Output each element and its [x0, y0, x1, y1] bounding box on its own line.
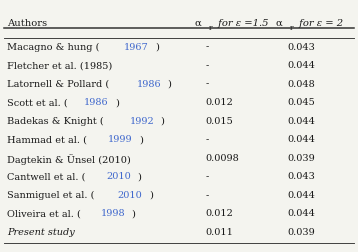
Text: -: -: [205, 191, 209, 200]
Text: 1967: 1967: [124, 43, 149, 51]
Text: Dagtekin & Ünsel (2010): Dagtekin & Ünsel (2010): [7, 154, 131, 165]
Text: α: α: [276, 19, 282, 27]
Text: 0.012: 0.012: [205, 209, 233, 218]
Text: 2010: 2010: [118, 191, 142, 200]
Text: 0.0098: 0.0098: [205, 154, 239, 163]
Text: 1992: 1992: [130, 117, 154, 125]
Text: -: -: [205, 135, 209, 144]
Text: ): ): [115, 98, 119, 107]
Text: 0.044: 0.044: [288, 117, 316, 125]
Text: 1998: 1998: [101, 209, 125, 218]
Text: Authors: Authors: [7, 19, 47, 27]
Text: 0.044: 0.044: [288, 191, 316, 200]
Text: 0.012: 0.012: [205, 98, 233, 107]
Text: r: r: [209, 23, 212, 32]
Text: -: -: [205, 61, 209, 70]
Text: for ε = 2: for ε = 2: [296, 19, 343, 27]
Text: 0.044: 0.044: [288, 135, 316, 144]
Text: -: -: [205, 172, 209, 181]
Text: 0.044: 0.044: [288, 61, 316, 70]
Text: Sanmiguel et al. (: Sanmiguel et al. (: [7, 191, 95, 200]
Text: 0.039: 0.039: [288, 154, 315, 163]
Text: ): ): [155, 43, 159, 51]
Text: Cantwell et al. (: Cantwell et al. (: [7, 172, 86, 181]
Text: 0.011: 0.011: [205, 228, 233, 237]
Text: Fletcher et al. (1985): Fletcher et al. (1985): [7, 61, 112, 70]
Text: for ε =1.5: for ε =1.5: [215, 19, 268, 27]
Text: ): ): [168, 80, 171, 88]
Text: ): ): [161, 117, 165, 125]
Text: Hammad et al. (: Hammad et al. (: [7, 135, 87, 144]
Text: Latornell & Pollard (: Latornell & Pollard (: [7, 80, 109, 88]
Text: ): ): [132, 209, 136, 218]
Text: Oliveira et al. (: Oliveira et al. (: [7, 209, 81, 218]
Text: ): ): [137, 172, 141, 181]
Text: 0.015: 0.015: [205, 117, 233, 125]
Text: -: -: [205, 80, 209, 88]
Text: 0.045: 0.045: [288, 98, 315, 107]
Text: Scott et al. (: Scott et al. (: [7, 98, 68, 107]
Text: 1986: 1986: [136, 80, 161, 88]
Text: 0.048: 0.048: [288, 80, 315, 88]
Text: Present study: Present study: [7, 228, 75, 237]
Text: -: -: [205, 43, 209, 51]
Text: r: r: [290, 23, 293, 32]
Text: 1999: 1999: [108, 135, 133, 144]
Text: Badekas & Knight (: Badekas & Knight (: [7, 117, 104, 126]
Text: 0.043: 0.043: [288, 43, 316, 51]
Text: 0.044: 0.044: [288, 209, 316, 218]
Text: 1986: 1986: [84, 98, 108, 107]
Text: ): ): [149, 191, 153, 200]
Text: 0.039: 0.039: [288, 228, 315, 237]
Text: 2010: 2010: [106, 172, 131, 181]
Text: 0.043: 0.043: [288, 172, 316, 181]
Text: α: α: [195, 19, 202, 27]
Text: ): ): [139, 135, 143, 144]
Text: Macagno & hung (: Macagno & hung (: [7, 43, 100, 52]
